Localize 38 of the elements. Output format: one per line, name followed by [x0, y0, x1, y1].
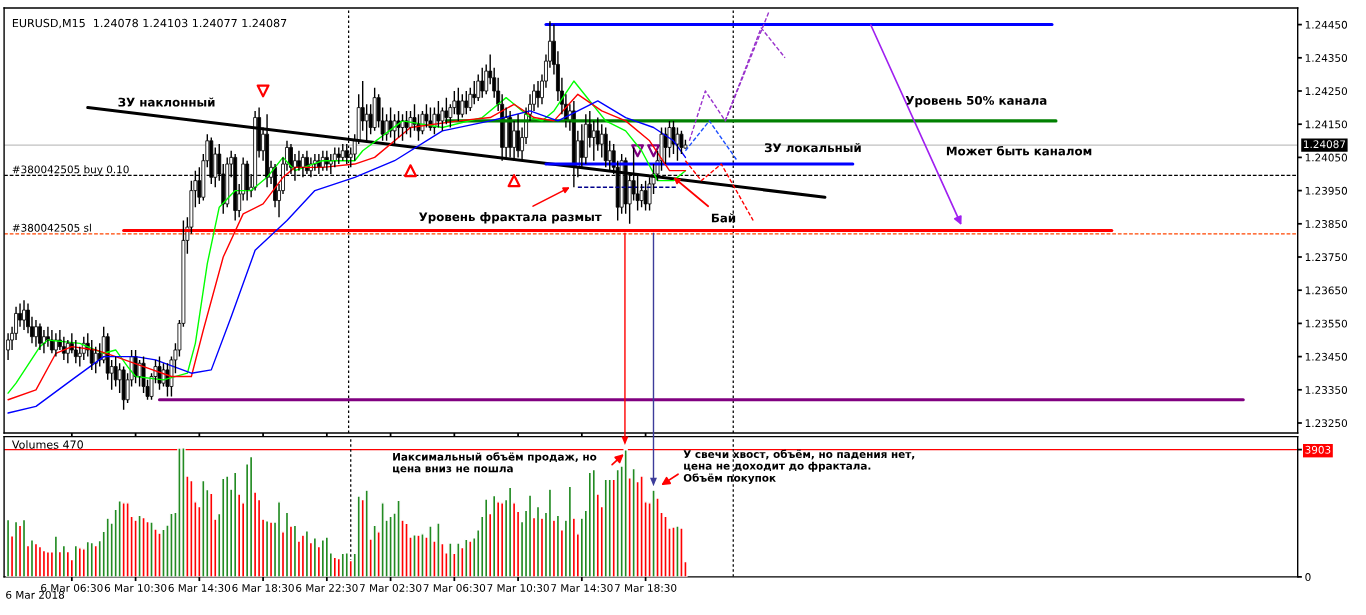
- chart-title: Volumes 470: [11, 440, 83, 449]
- x-tick-label: 7 Mar 06:30: [423, 584, 486, 592]
- annotation: Уровень фрактала размыт: [419, 212, 602, 224]
- annotation: ЗУ наклонный: [118, 97, 215, 107]
- annotation: ЗУ локальный: [764, 142, 861, 153]
- y-tick-label: 1.24250: [1305, 87, 1348, 96]
- y-tick-label: 1.24350: [1305, 54, 1348, 62]
- annotation: Уровень 50% канала: [905, 95, 1047, 108]
- y-tick-label: 1.23450: [1305, 352, 1348, 361]
- y-tick-label: 3903: [1305, 445, 1331, 454]
- x-tick-label: 6 Mar 14:30: [168, 584, 231, 592]
- x-tick-label: 6 Mar 10:30: [104, 584, 167, 592]
- x-tick-label: 7 Mar 02:30: [359, 584, 422, 592]
- ref-line-label: #380042505 buy 0.10: [12, 165, 129, 176]
- x-tick-label: 7 Mar 14:30: [551, 584, 613, 592]
- y-tick-label: 1.24450: [1305, 20, 1348, 29]
- annotation: Бай: [711, 213, 736, 223]
- y-tick-label: 1.23550: [1305, 319, 1348, 328]
- y-tick-label: 1.24050: [1305, 153, 1348, 162]
- annotation: У свечи хвост, объём, но падения нет, цена не доходит до фрактала. Объём покупок: [683, 449, 915, 484]
- x-tick-label: 7 Mar 18:30: [614, 584, 677, 592]
- y-tick-label: 1.23350: [1305, 386, 1348, 394]
- y-tick-label: 1.23950: [1305, 186, 1348, 195]
- ref-line-label: #380042505 sl: [12, 223, 91, 232]
- annotation: Может быть каналом: [946, 145, 1092, 156]
- x-tick-label: 6 Mar 18:30: [232, 584, 294, 592]
- x-tick-label: 7 Mar 10:30: [487, 584, 549, 592]
- x-tick-label: 6 Mar 22:30: [296, 584, 358, 592]
- ref-line-label: 1.24087: [1304, 140, 1346, 149]
- y-tick-label: 1.24150: [1305, 120, 1348, 129]
- y-tick-label: 1.23750: [1305, 253, 1348, 262]
- annotation: Иаксимальный объём продаж, но цена вниз не пошла: [393, 452, 597, 474]
- y-tick-label: 1.23250: [1305, 419, 1348, 428]
- y-tick-label: 1.23650: [1305, 286, 1348, 295]
- y-tick-label: 1.23850: [1305, 220, 1348, 228]
- y-tick-label: 0: [1305, 573, 1311, 581]
- x-tick-label: 6 Mar 06:30: [41, 584, 103, 592]
- text: EURUSD,M15 1.24078 1.24103 1.24077 1.24087: [12, 18, 287, 29]
